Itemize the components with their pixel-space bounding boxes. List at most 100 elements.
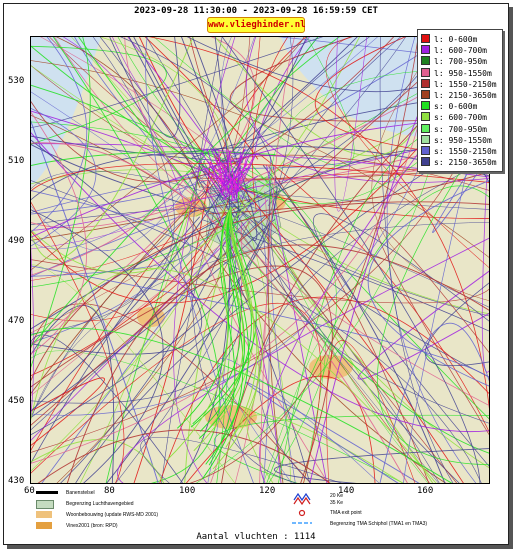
- flight-track: [31, 37, 194, 261]
- legend-item: s: 2150-3650m: [421, 157, 497, 167]
- x-tick-100: 100: [179, 486, 196, 496]
- flight-track: [74, 37, 192, 189]
- flight-track: [205, 206, 249, 465]
- legend-swatch: [421, 34, 430, 43]
- flight-track: [31, 268, 437, 483]
- legend-swatch: [421, 101, 430, 111]
- flight-track: [31, 334, 183, 483]
- flight-track: [208, 206, 236, 466]
- flight-track: [216, 180, 240, 483]
- flight-track: [31, 84, 270, 188]
- flight-track: [31, 143, 220, 216]
- flight-track: [226, 149, 234, 202]
- legend-swatch: [421, 45, 430, 55]
- flight-track: [31, 37, 324, 128]
- flight-track: [31, 303, 311, 483]
- noise-contour-icon: [293, 492, 311, 506]
- flight-track: [379, 37, 454, 483]
- flight-track: [31, 37, 308, 412]
- legend-swatch: [421, 112, 430, 122]
- flight-track: [259, 37, 295, 483]
- flight-track: [128, 37, 240, 218]
- flight-track: [235, 165, 242, 199]
- flight-track: [325, 37, 489, 268]
- flight-track: [31, 196, 264, 241]
- flight-track: [31, 37, 231, 472]
- flight-track: [161, 173, 226, 483]
- flight-track: [176, 206, 232, 429]
- legend-swatch: [421, 134, 430, 144]
- flight-track: [270, 37, 489, 424]
- runway-label: Banenstelsel: [66, 490, 95, 496]
- flight-track: [31, 162, 489, 192]
- legend-label: l: 950-1550m: [434, 68, 492, 78]
- flight-track: [31, 142, 408, 483]
- legend-swatch: [421, 90, 430, 99]
- x-tick-80: 80: [104, 486, 115, 496]
- flight-track: [31, 192, 245, 343]
- flight-track: [31, 175, 187, 276]
- flight-track: [31, 303, 322, 483]
- flight-track: [31, 350, 404, 483]
- flight-track: [186, 172, 311, 483]
- flight-track-map: [30, 36, 490, 484]
- flight-track: [31, 180, 482, 483]
- flight-track: [246, 414, 404, 483]
- flight-track: [228, 149, 238, 195]
- legend-label: s: 2150-3650m: [434, 158, 497, 168]
- flight-track: [153, 37, 355, 166]
- flight-track: [31, 132, 489, 231]
- flight-track: [31, 45, 167, 145]
- flight-track: [432, 138, 489, 233]
- flight-track: [231, 37, 251, 154]
- site-badge[interactable]: www.vlieghinder.nl: [207, 17, 306, 33]
- flight-track: [31, 205, 247, 226]
- flight-track: [31, 121, 337, 483]
- flight-track: [31, 37, 255, 252]
- legend-swatch: [421, 56, 430, 66]
- time-range-title: 2023-09-28 11:30:00 - 2023-09-28 16:59:5…: [134, 6, 378, 16]
- flight-track: [31, 211, 226, 376]
- flight-track: [213, 149, 232, 184]
- legend-label: l: 1550-2150m: [434, 79, 497, 89]
- urban-area-leiden: [137, 307, 165, 327]
- flight-track: [31, 201, 489, 382]
- flight-track: [357, 270, 489, 380]
- flight-track: [367, 180, 489, 387]
- flight-track: [190, 206, 257, 428]
- flight-track: [159, 296, 489, 483]
- flight-track: [386, 37, 477, 483]
- flight-track: [31, 151, 276, 167]
- tma-boundary-icon: [292, 522, 312, 524]
- flight-track: [209, 147, 233, 192]
- flight-track: [234, 191, 269, 483]
- legend-label: s: 700-950m: [434, 124, 487, 134]
- y-tick-430: 430: [8, 476, 25, 486]
- legend-label: l: 2150-3650m: [434, 91, 497, 100]
- flight-track: [237, 152, 257, 193]
- airport-boundary-swatch: [36, 500, 54, 509]
- legend-swatch: [421, 78, 430, 88]
- x-tick-160: 160: [417, 486, 434, 496]
- vinex-label: Vinex2001 (bron: RPD): [66, 523, 118, 529]
- flight-track: [192, 206, 241, 425]
- flight-track: [140, 436, 342, 483]
- legend-label: s: 0-600m: [434, 102, 478, 112]
- flight-track: [31, 190, 191, 277]
- flight-track: [221, 154, 489, 191]
- tma-boundary-label: Begrenzing TMA Schiphol (TMA1 en TMA3): [330, 521, 428, 527]
- flight-track: [31, 377, 105, 446]
- flight-track: [231, 156, 254, 201]
- flight-track: [218, 160, 240, 191]
- legend-swatch: [421, 157, 430, 167]
- flight-track: [31, 304, 115, 483]
- flight-track: [31, 37, 88, 233]
- flight-track: [106, 221, 271, 483]
- flight-track: [379, 322, 489, 483]
- flight-track: [31, 45, 272, 200]
- flight-track: [41, 193, 260, 483]
- legend-swatch: [421, 123, 430, 133]
- legend-item: s: 950-1550m: [421, 134, 492, 145]
- vinex-swatch: [36, 522, 52, 529]
- map-frame: 2023-09-28 11:30:00 - 2023-09-28 16:59:5…: [3, 3, 509, 545]
